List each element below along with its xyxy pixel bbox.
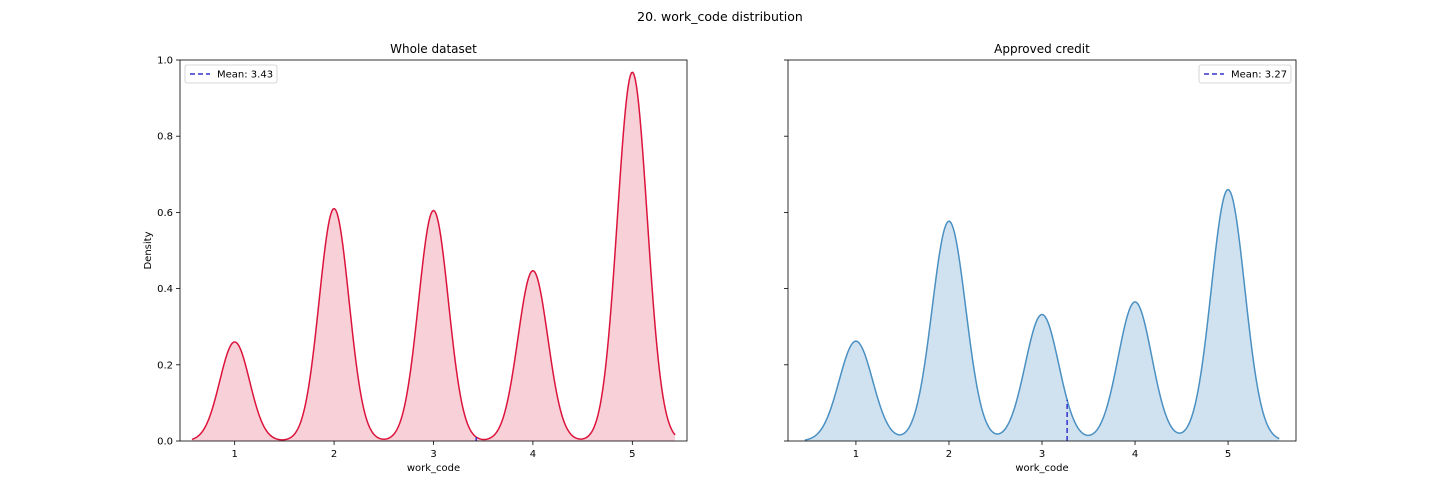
y-tick-label: 1.0 [157,56,173,67]
x-tick-label: 3 [1039,449,1045,460]
x-tick-label: 5 [1225,449,1231,460]
legend-box [184,64,278,84]
axes-title: Whole dataset [390,42,477,56]
legend-box [1198,64,1292,84]
panel-approved-credit: 1 2 3 4 5 Approved credit work_code Mean: 3.27 [784,42,1297,474]
density-curve-line [804,188,1280,441]
x-tick-label: 5 [629,449,635,460]
x-tick-label: 4 [530,449,536,460]
y-tick-label: 0.0 [157,437,173,448]
legend-label: Mean: 3.43 [217,70,273,81]
x-tick-label: 4 [1132,449,1138,460]
x-axis-label: work_code [1015,463,1068,474]
y-tick-label: 0.6 [157,208,173,219]
x-tick-label: 2 [331,449,337,460]
figure-suptitle: 20. work_code distribution [637,9,803,24]
legend-label: Mean: 3.27 [1231,70,1287,81]
x-tick-label: 1 [853,449,859,460]
x-tick-label: 2 [946,449,952,460]
y-tick-label: 0.4 [157,284,173,295]
x-tick-label: 3 [430,449,436,460]
density-fill-area [191,72,676,441]
y-tick-label: 0.8 [157,132,173,143]
axes-title: Approved credit [994,42,1090,56]
y-axis-label: Density [143,231,154,269]
panel-whole-dataset: 1 2 3 4 5 0.0 0.2 0.4 0.6 0.8 1.0 Whole dataset work… [143,42,688,474]
x-axis-label: work_code [407,463,460,474]
y-tick-label: 0.2 [157,360,173,371]
density-curve-line [191,71,676,441]
x-tick-label: 1 [231,449,237,460]
